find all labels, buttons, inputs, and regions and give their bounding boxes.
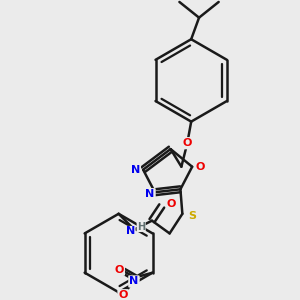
Text: N: N: [126, 226, 135, 236]
Text: O: O: [115, 265, 124, 275]
Text: O: O: [183, 138, 192, 148]
Text: S: S: [188, 211, 196, 221]
Text: N: N: [146, 189, 154, 199]
Text: H: H: [137, 222, 145, 232]
Text: O: O: [167, 199, 176, 209]
Text: O: O: [118, 290, 128, 300]
Text: N: N: [129, 277, 139, 286]
Text: N: N: [131, 165, 140, 175]
Text: O: O: [195, 162, 205, 172]
